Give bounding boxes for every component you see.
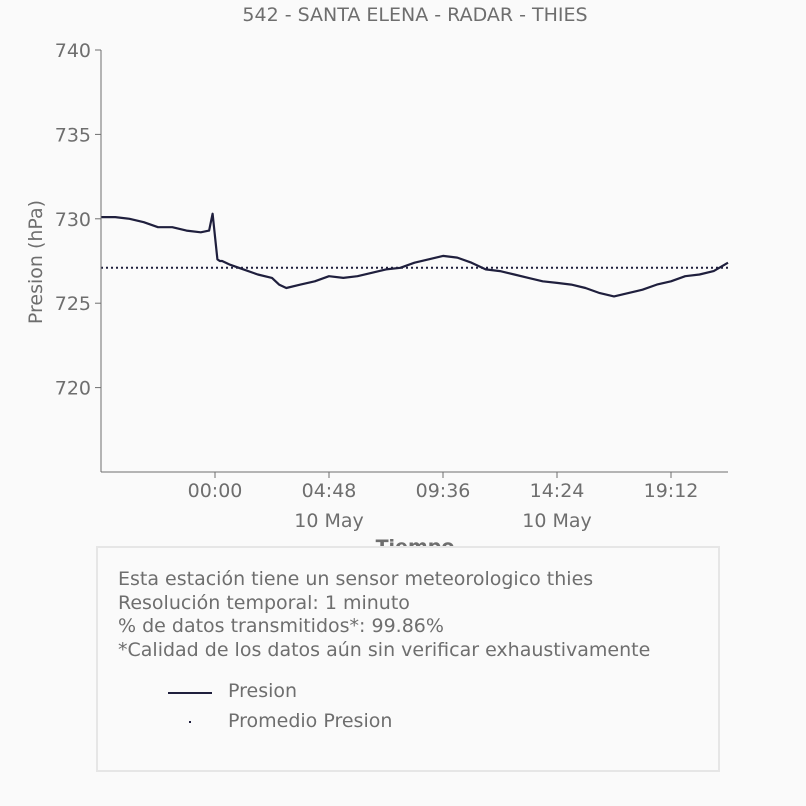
y-axis-ticks: 720 725 730 735 740 — [55, 40, 101, 400]
x-axis-ticks: 00:00 04:48 10 May 09:36 14:24 10 May 19:12 — [188, 472, 699, 532]
series-line-presion — [101, 212, 729, 298]
info-panel: Esta estación tiene un sensor meteorolog… — [96, 546, 720, 772]
info-line-sensor: Esta estación tiene un sensor meteorolog… — [118, 568, 594, 590]
info-line-resolution: Resolución temporal: 1 minuto — [118, 591, 410, 614]
y-tick-label: 730 — [55, 209, 91, 231]
x-tick-date-label: 10 May — [294, 510, 364, 532]
x-tick-label: 14:24 — [530, 480, 585, 502]
y-tick-label: 740 — [55, 40, 91, 62]
y-tick-label: 720 — [55, 378, 91, 400]
y-axis-label: Presion (hPa) — [25, 200, 47, 324]
info-line-quality-note: *Calidad de los datos aún sin verificar … — [118, 638, 651, 661]
x-tick-date-label: 10 May — [522, 510, 592, 532]
x-tick-label: 00:00 — [188, 480, 243, 502]
legend-label-presion: Presion — [228, 680, 298, 702]
chart-title: 542 - SANTA ELENA - RADAR - THIES — [242, 4, 587, 26]
legend-solid-line-icon — [168, 692, 212, 694]
legend-dot-icon — [189, 721, 191, 723]
y-tick-label: 735 — [55, 124, 91, 146]
plot-area — [101, 212, 729, 298]
info-text: Esta estación tiene un sensor meteorolog… — [118, 568, 650, 662]
info-line-transmitted: % de datos transmitidos*: 99.86% — [118, 615, 444, 637]
y-tick-label: 725 — [55, 293, 91, 315]
x-tick-label: 09:36 — [416, 480, 471, 502]
legend-label-promedio: Promedio Presion — [228, 710, 393, 732]
x-tick-label: 04:48 — [302, 480, 357, 502]
x-tick-label: 19:12 — [644, 480, 699, 502]
